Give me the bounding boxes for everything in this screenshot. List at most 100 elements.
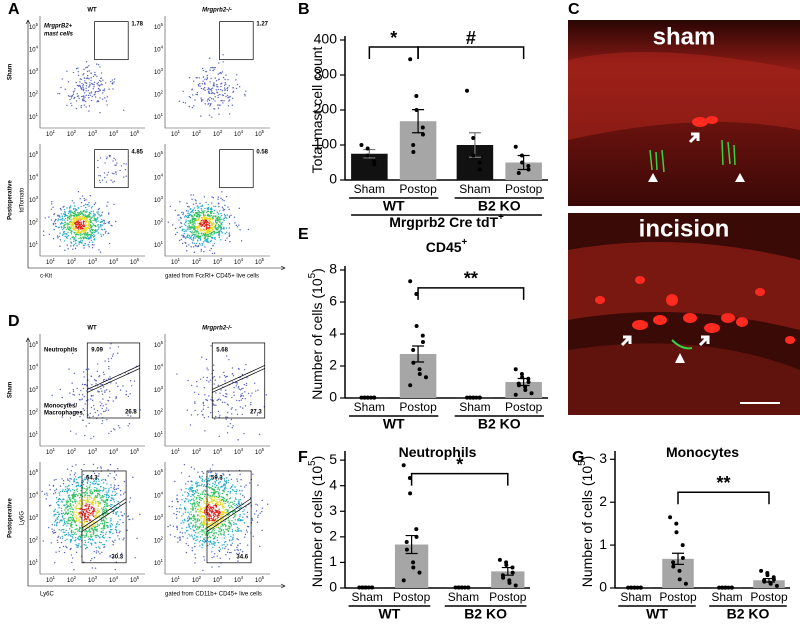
event-dot — [186, 409, 188, 411]
y-tick-label: 104 — [154, 44, 164, 53]
data-point — [411, 348, 416, 352]
event-dot — [202, 408, 205, 410]
event-dot — [196, 77, 198, 79]
event-dot — [97, 213, 99, 215]
event-dot — [241, 490, 243, 492]
event-dot — [66, 538, 68, 541]
data-point — [677, 577, 682, 582]
event-dot — [80, 411, 82, 413]
event-dot — [196, 539, 198, 541]
event-dot — [85, 233, 88, 236]
event-dot — [239, 542, 241, 545]
event-dot — [89, 224, 91, 226]
event-dot — [229, 506, 231, 509]
event-dot — [188, 475, 190, 477]
group-title-part: Mrgprb2 Cre tdT — [389, 214, 498, 230]
event-dot — [83, 409, 86, 412]
event-dot — [91, 526, 93, 528]
event-dot — [68, 516, 70, 519]
event-dot — [92, 504, 95, 506]
event-dot — [89, 496, 91, 498]
event-dot — [66, 468, 69, 470]
event-dot — [66, 499, 68, 501]
y-tick-label-part: 10 — [154, 25, 161, 31]
event-dot — [101, 535, 104, 538]
event-dot — [84, 493, 86, 495]
event-dot — [73, 478, 76, 480]
event-dot — [238, 207, 241, 210]
event-dot — [76, 217, 78, 219]
gate-value: 59.3 — [211, 476, 223, 482]
event-dot — [236, 74, 238, 76]
event-dot — [182, 494, 184, 496]
event-dot — [123, 163, 125, 165]
y-tick-label: 103 — [29, 195, 39, 204]
event-dot — [76, 537, 79, 539]
event-dot — [69, 490, 72, 492]
arrow — [620, 335, 710, 347]
event-dot — [200, 517, 202, 519]
event-dot — [207, 509, 209, 511]
event-dot — [174, 480, 176, 483]
flow-panel: WT Mrgprb2-/-Sham101101102102103103104104… — [8, 8, 286, 280]
event-dot — [209, 487, 211, 489]
event-dot — [236, 526, 239, 529]
event-dot — [208, 496, 211, 498]
event-dot — [59, 239, 62, 241]
event-dot — [92, 529, 95, 532]
event-dot — [125, 175, 127, 177]
event-dot — [73, 511, 75, 513]
x-tick-label-part: 2 — [199, 129, 202, 134]
event-dot — [182, 212, 185, 214]
event-dot — [110, 520, 112, 522]
event-dot — [69, 238, 72, 240]
event-dot — [242, 516, 244, 518]
event-dot — [210, 541, 212, 544]
event-dot — [113, 203, 115, 206]
event-dot — [75, 509, 77, 511]
event-dot — [66, 104, 68, 107]
event-dot — [57, 220, 59, 222]
event-dot — [111, 504, 113, 506]
event-dot — [200, 509, 202, 511]
event-dot — [62, 231, 65, 234]
event-dot — [86, 546, 89, 549]
event-dot — [83, 561, 85, 563]
event-dot — [54, 531, 57, 534]
event-dot — [81, 218, 83, 221]
event-dot — [261, 529, 263, 532]
event-dot — [225, 553, 227, 556]
row-label: Postoperative — [8, 498, 14, 538]
event-dot — [91, 567, 94, 569]
event-dot — [226, 231, 228, 234]
event-dot — [64, 523, 67, 525]
event-dot — [59, 546, 61, 549]
event-dot — [100, 387, 102, 390]
y-tick-label-part: 3 — [161, 67, 164, 72]
x-tick-label-part: 10 — [46, 578, 53, 584]
event-dot — [214, 503, 217, 505]
event-dot — [243, 513, 245, 515]
event-dot — [194, 409, 196, 412]
event-dot — [102, 486, 105, 489]
event-dot — [104, 478, 106, 481]
event-dot — [208, 99, 211, 102]
event-dot — [186, 537, 188, 539]
event-dot — [88, 110, 90, 112]
event-dot — [92, 507, 95, 509]
event-dot — [62, 219, 64, 221]
event-dot — [201, 524, 203, 526]
event-dot — [52, 237, 55, 240]
event-dot — [105, 491, 107, 493]
event-dot — [230, 523, 232, 526]
event-dot — [109, 528, 112, 531]
event-dot — [60, 226, 63, 229]
event-dot — [218, 113, 220, 115]
event-dot — [104, 232, 107, 234]
event-dot — [69, 523, 71, 525]
event-dot — [213, 516, 215, 519]
mast-cell — [736, 317, 748, 327]
event-dot — [75, 225, 77, 227]
event-dot — [228, 503, 230, 505]
event-dot — [128, 501, 131, 503]
